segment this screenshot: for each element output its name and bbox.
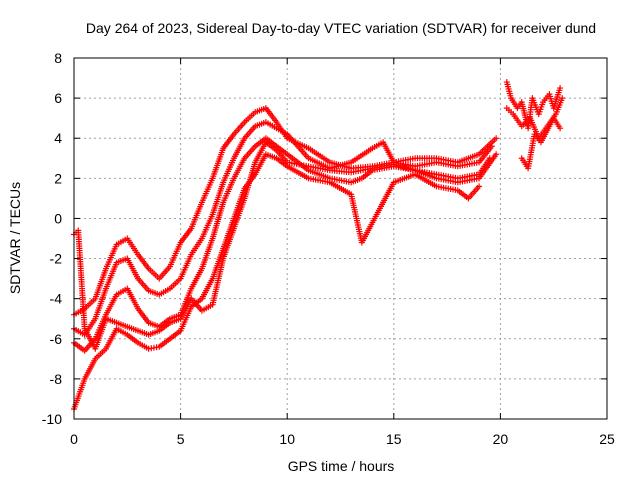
series-track-1 (71, 105, 500, 318)
x-tick-label: 20 (493, 431, 509, 447)
grid-lines (74, 58, 607, 419)
tick-labels: 0 5 10 15 20 25 -10 -8 -6 -4 -2 0 2 4 6 8 (42, 50, 615, 447)
chart-title: Day 264 of 2023, Sidereal Day-to-day VTE… (86, 20, 596, 36)
y-tick-label: -8 (50, 371, 63, 387)
y-axis-title: SDTVAR / TECUs (7, 182, 23, 294)
x-tick-label: 5 (177, 431, 185, 447)
series-track-2 (71, 119, 495, 338)
x-axis-title: GPS time / hours (288, 458, 395, 474)
plot-frame (73, 57, 608, 420)
x-tick-label: 15 (386, 431, 402, 447)
y-tick-label: -2 (50, 251, 63, 267)
y-tick-label: 4 (54, 130, 62, 146)
y-tick-label: 8 (54, 50, 62, 66)
data-series (71, 79, 566, 412)
series-track-4 (71, 151, 483, 412)
y-tick-label: -10 (42, 411, 62, 427)
data-point (559, 95, 566, 102)
y-tick-label: 2 (54, 170, 62, 186)
data-point (557, 125, 564, 132)
y-tick-label: 6 (54, 90, 62, 106)
y-tick-label: -6 (50, 331, 63, 347)
data-point (493, 151, 500, 158)
x-tick-label: 10 (279, 431, 295, 447)
data-point (476, 183, 483, 190)
y-tick-label: -4 (50, 291, 63, 307)
y-tick-label: 0 (54, 210, 62, 226)
data-point (488, 143, 495, 150)
x-tick-label: 0 (70, 431, 78, 447)
series-track-8 (518, 115, 564, 172)
series-track-6 (503, 79, 564, 132)
series-track-5 (71, 139, 500, 352)
axis-ticks (73, 57, 608, 420)
data-point (557, 85, 564, 92)
x-tick-label: 25 (599, 431, 615, 447)
data-point (493, 135, 500, 142)
